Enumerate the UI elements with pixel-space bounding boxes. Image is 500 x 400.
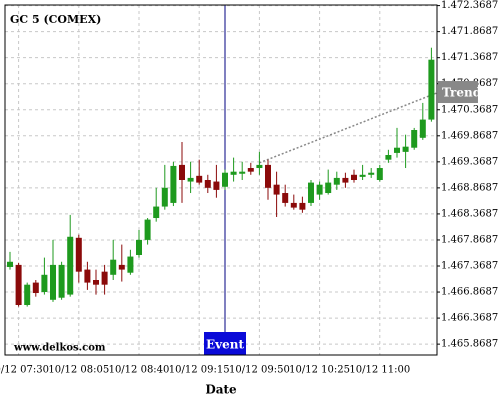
candle-body <box>15 264 22 305</box>
y-tick-label: 1.468.8687 <box>441 182 498 193</box>
candle-body <box>7 261 13 267</box>
candle-body <box>144 219 151 240</box>
y-tick-label: 1.470.3687 <box>441 104 498 115</box>
trend-line <box>259 92 437 164</box>
candle-body <box>385 155 392 160</box>
candle-body <box>50 264 56 300</box>
candle-body <box>419 119 426 138</box>
candle-body <box>110 259 117 275</box>
x-tick-label: 10/12 09:15 <box>169 365 230 376</box>
candle-body <box>282 193 289 203</box>
y-tick-label: 1.469.8687 <box>441 130 498 141</box>
y-tick-label: 1.467.3687 <box>441 261 498 272</box>
y-tick-label: 1.466.8687 <box>441 287 498 298</box>
x-axis-label: Date <box>205 383 237 397</box>
candle-body <box>179 164 185 180</box>
candle-body <box>170 165 177 203</box>
candle-body <box>24 284 31 305</box>
candle-body <box>161 187 168 207</box>
y-tick-label: 1.468.3687 <box>441 208 498 219</box>
candle-body <box>153 206 160 219</box>
x-tick-label: 10/12 07:30 <box>0 365 49 376</box>
candle-body <box>75 237 82 272</box>
event-box <box>204 332 246 355</box>
plot-frame <box>4 4 438 356</box>
candle-body <box>256 164 263 169</box>
candle-body <box>204 180 211 188</box>
candle-body <box>118 264 125 270</box>
candle-body <box>222 172 228 187</box>
y-tick-label: 1.471.8687 <box>441 26 498 37</box>
candle-body <box>333 177 340 185</box>
candle-body <box>428 59 435 120</box>
candle-body <box>359 174 366 177</box>
candle-body <box>93 280 99 285</box>
candle-body <box>376 168 383 180</box>
candle-body <box>402 146 409 152</box>
candle-body <box>290 202 297 208</box>
candle-body <box>239 171 246 174</box>
candle-body <box>136 239 142 255</box>
candle-body <box>411 130 418 148</box>
x-tick-label: 10/12 11:00 <box>349 365 410 376</box>
candle-body <box>196 175 203 183</box>
trend-box <box>438 81 478 104</box>
x-tick-label: 10/12 08:40 <box>109 365 170 376</box>
candle-body <box>230 171 237 175</box>
x-tick-label: 10/12 08:05 <box>48 365 109 376</box>
candle-body <box>342 177 349 183</box>
candle-body <box>351 174 357 180</box>
candle-body <box>325 182 332 194</box>
candle-body <box>299 202 306 210</box>
y-tick-label: 1.471.3687 <box>441 52 498 63</box>
candle-body <box>273 184 280 195</box>
candle-body <box>84 269 91 283</box>
trend-label: Trend <box>442 86 482 100</box>
candle-body <box>265 164 271 188</box>
y-tick-label: 1.465.8687 <box>441 339 498 350</box>
y-tick-label: 1.467.8687 <box>441 234 498 245</box>
x-tick-label: 10/12 09:50 <box>229 365 290 376</box>
candle-body <box>58 264 65 298</box>
candle-body <box>32 282 39 294</box>
candle-body <box>101 271 108 285</box>
y-tick-label: 1.466.3687 <box>441 313 498 324</box>
y-tick-label: 1.472.3687 <box>441 0 498 11</box>
candle-body <box>67 236 74 295</box>
chart-title: GC 5 (COMEX) <box>10 13 101 26</box>
x-tick-label: 10/12 10:25 <box>289 365 350 376</box>
candle-body <box>368 172 375 175</box>
candle-body <box>316 184 323 195</box>
candle-body <box>308 182 314 203</box>
candle-body <box>127 256 134 273</box>
watermark: www.delkos.com <box>13 343 106 354</box>
candle-body <box>187 177 194 182</box>
candle-body <box>394 147 400 153</box>
y-tick-label: 1.469.3687 <box>441 156 498 167</box>
candle-body <box>41 274 48 292</box>
event-label: Event <box>206 338 244 352</box>
candle-body <box>247 168 254 172</box>
candle-body <box>213 181 220 190</box>
